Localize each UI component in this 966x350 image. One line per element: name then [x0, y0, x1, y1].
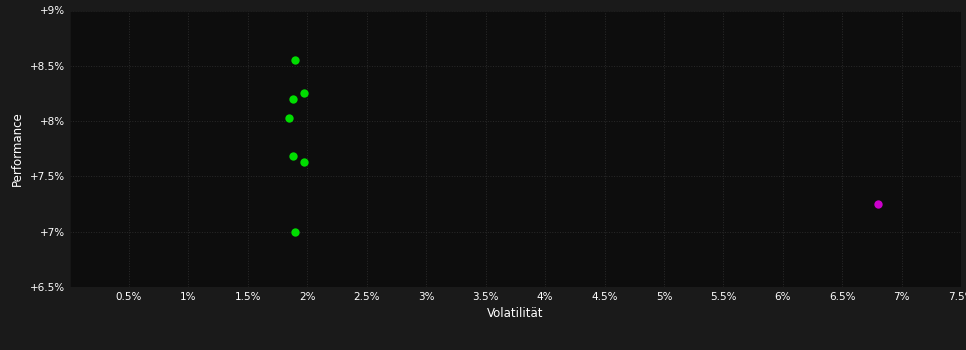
- Point: [870, 201, 886, 207]
- Point: [296, 159, 311, 165]
- Y-axis label: Performance: Performance: [11, 111, 24, 186]
- Point: [288, 229, 303, 234]
- Point: [285, 96, 300, 102]
- Point: [282, 115, 298, 121]
- X-axis label: Volatilität: Volatilität: [487, 307, 544, 320]
- Point: [296, 91, 311, 96]
- Point: [285, 154, 300, 159]
- Point: [288, 57, 303, 63]
